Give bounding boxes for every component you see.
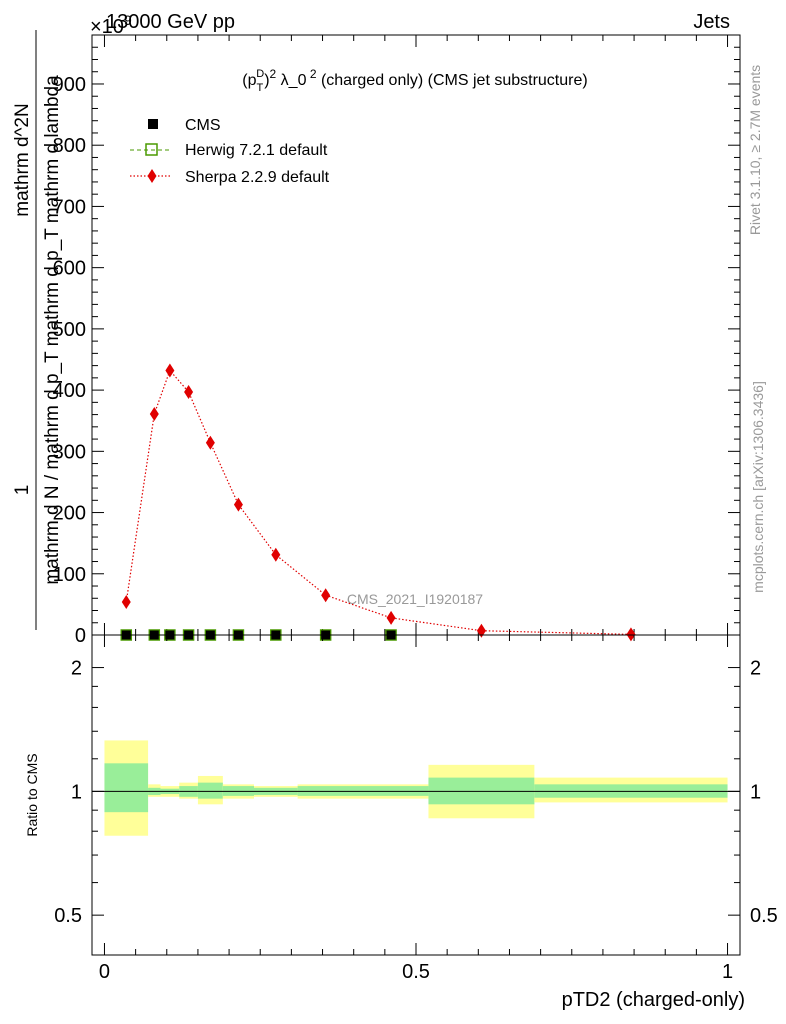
- legend-marker-herwig: [145, 143, 158, 156]
- y-tick-label: 0: [75, 625, 86, 647]
- sherpa-point: [626, 627, 636, 642]
- sherpa-point: [149, 406, 159, 421]
- x-tick-labels: 0 0.5 1: [99, 961, 733, 983]
- ratio-y-tick-label-right: 0.5: [750, 905, 778, 927]
- y-tick-label: 500: [53, 319, 86, 341]
- y-tick-label: 700: [53, 196, 86, 218]
- y-tick-label: 200: [53, 503, 86, 525]
- x-tick-label: 1: [722, 961, 733, 983]
- ratio-y-tick-labels: 0.5 0.5 1 1 2 2: [54, 658, 778, 928]
- y-tick-label: 900: [53, 74, 86, 96]
- sherpa-point: [233, 497, 243, 512]
- analysis-watermark: CMS_2021_I1920187: [347, 591, 483, 607]
- sherpa-point: [386, 610, 396, 625]
- ratio-y-tick-label: 0.5: [54, 905, 82, 927]
- sherpa-series: [121, 363, 636, 642]
- ratio-axis-ticks: [92, 635, 740, 955]
- y-tick-label: 300: [53, 441, 86, 463]
- y-label-one: 1: [12, 485, 33, 496]
- x-axis-label: pTD2 (charged-only): [562, 989, 745, 1011]
- svg-text:mathrm d^2N: mathrm d^2N: [12, 103, 33, 216]
- sherpa-point: [184, 384, 194, 399]
- y-tick-label: 100: [53, 564, 86, 586]
- main-axis-ticks: [92, 35, 740, 636]
- ratio-stat-band: [104, 763, 149, 813]
- y-tick-label: 600: [53, 258, 86, 280]
- y-tick-label: 400: [53, 380, 86, 402]
- sherpa-point: [205, 435, 215, 450]
- ratio-y-tick-label: 2: [71, 658, 82, 680]
- x-tick-label: 0: [99, 961, 110, 983]
- main-y-tick-labels: 0 100 200 300 400 500 600 700 800 900: [53, 74, 86, 647]
- ratio-y-tick-label-right: 1: [750, 781, 761, 803]
- sherpa-point: [165, 363, 175, 378]
- svg-text:mathrm d N / mathrm d p_T math: mathrm d N / mathrm d p_T mathrm d p_T m…: [42, 75, 63, 585]
- legend-marker-sherpa: [147, 169, 157, 183]
- header-energy: 13000 GeV pp: [106, 11, 235, 33]
- ratio-y-axis-label: Ratio to CMS: [24, 753, 40, 836]
- ratio-y-tick-label: 1: [71, 781, 82, 803]
- sherpa-line: [125, 369, 631, 635]
- legend-label-cms: CMS: [185, 117, 221, 134]
- y-multiplier: ×109: [90, 12, 132, 38]
- ratio-bands: [104, 740, 728, 836]
- sherpa-point: [321, 588, 331, 603]
- sherpa-point: [271, 547, 281, 562]
- sherpa-point: [121, 594, 131, 609]
- plot-title: (pTD)2 λ_0 2 (charged only) (CMS jet sub…: [242, 67, 587, 94]
- ratio-y-tick-label-right: 2: [750, 658, 761, 680]
- header-jets: Jets: [693, 11, 730, 33]
- legend-label-sherpa: Sherpa 2.2.9 default: [185, 169, 330, 186]
- legend: CMS Herwig 7.2.1 default Sherpa 2.2.9 de…: [130, 117, 330, 186]
- rivet-label: Rivet 3.1.10, ≥ 2.7M events: [747, 65, 763, 235]
- legend-marker-cms: [148, 119, 158, 129]
- x-tick-label: 0.5: [402, 961, 430, 983]
- legend-label-herwig: Herwig 7.2.1 default: [185, 142, 328, 159]
- mcplots-label: mcplots.cern.ch [arXiv:1306.3436]: [750, 381, 766, 593]
- y-tick-label: 800: [53, 135, 86, 157]
- ratio-stat-band: [197, 782, 223, 799]
- sherpa-point: [476, 623, 486, 638]
- main-y-axis-label: mathrm d^2N mathrm d N / mathrm d p_T ma…: [12, 30, 63, 630]
